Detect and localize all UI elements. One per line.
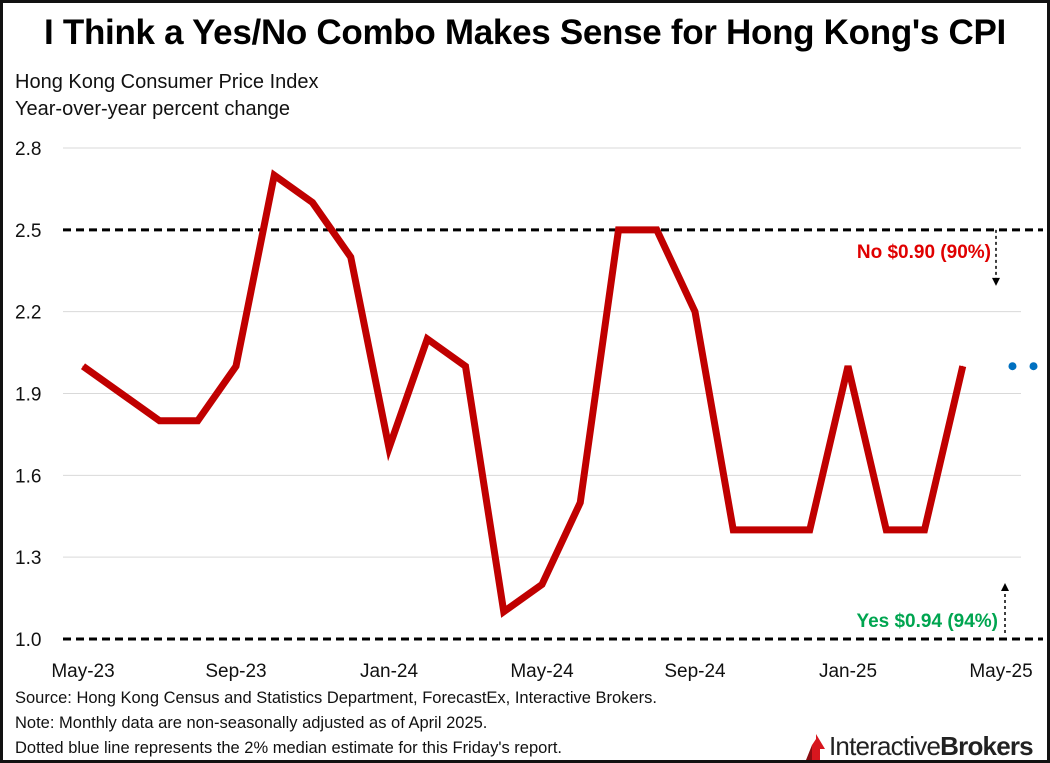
y-tick-label: 2.2 — [15, 303, 41, 324]
chart-subtitle: Hong Kong Consumer Price Index — [15, 71, 319, 93]
cpi-data-point — [388, 447, 390, 449]
cpi-data-point — [809, 529, 811, 531]
cpi-data-point — [732, 529, 734, 531]
cpi-data-point — [541, 583, 543, 585]
cpi-data-point — [426, 338, 428, 340]
y-tick-label: 2.5 — [15, 221, 41, 242]
x-tick-label: Jan-24 — [360, 661, 419, 682]
chart-title: I Think a Yes/No Combo Makes Sense for H… — [44, 13, 1006, 52]
y-tick-label: 2.8 — [15, 139, 41, 160]
x-tick-label: Jan-25 — [819, 661, 877, 682]
cpi-data-point — [694, 311, 696, 313]
estimate-point — [1008, 362, 1017, 371]
x-axis-ticks: May-23 Sep-23 Jan-24 May-24 Sep-24 Jan-25 May-… — [51, 661, 1032, 682]
cpi-data-point — [273, 174, 275, 176]
cpi-data-point — [579, 502, 581, 504]
cpi-data-point — [618, 229, 619, 231]
x-tick-label: May-25 — [969, 661, 1032, 682]
cpi-data-point — [771, 529, 772, 531]
thresholds: No $0.90 (90%) Yes $0.94 (94%) — [63, 228, 1043, 641]
yes-contract-label: Yes $0.94 (94%) — [856, 611, 998, 632]
x-tick-label: Sep-23 — [205, 661, 266, 682]
estimate-note: Dotted blue line represents the 2% media… — [15, 739, 562, 757]
cpi-data-point — [82, 365, 84, 367]
y-axis-ticks: 1.0 1.3 1.6 1.9 2.2 2.5 2.8 — [15, 139, 41, 651]
cpi-data-point — [503, 611, 505, 613]
y-tick-label: 1.6 — [15, 466, 41, 487]
cpi-data-point — [656, 229, 658, 231]
cpi-data-point — [159, 420, 160, 422]
ib-flag-logo-icon — [806, 733, 825, 760]
logo-text: InteractiveBrokers — [829, 731, 1034, 762]
data-note: Note: Monthly data are non-seasonally ad… — [15, 714, 488, 732]
logo-text-part2: Brokers — [940, 731, 1033, 761]
cpi-data-point — [312, 202, 313, 204]
cpi-data-point — [465, 365, 466, 367]
estimate-layer — [1008, 362, 1038, 371]
y-tick-label: 1.9 — [15, 385, 41, 406]
x-tick-label: Sep-24 — [664, 661, 726, 682]
cpi-series-line — [80, 169, 967, 618]
logo-text-part1: Interactive — [829, 731, 941, 761]
down-arrow-icon — [992, 277, 1000, 286]
cpi-data-point — [924, 529, 925, 531]
x-tick-label: May-23 — [51, 661, 114, 682]
line-chart: 1.0 1.3 1.6 1.9 2.2 2.5 2.8 May-23 Sep-23 Jan-24… — [15, 139, 1043, 682]
up-arrow-icon — [1001, 583, 1009, 591]
interactive-brokers-logo: InteractiveBrokers — [803, 731, 1034, 762]
cpi-data-point — [885, 529, 887, 531]
cpi-data-point — [197, 420, 199, 422]
x-tick-label: May-24 — [510, 661, 574, 682]
chart-units: Year-over-year percent change — [15, 98, 290, 120]
estimate-point — [1029, 362, 1038, 371]
cpi-data-point — [120, 393, 122, 394]
no-contract-label: No $0.90 (90%) — [857, 242, 991, 263]
series-layer — [80, 169, 967, 618]
cpi-data-point — [847, 365, 849, 367]
y-tick-label: 1.0 — [15, 630, 41, 651]
cpi-data-point — [962, 365, 964, 367]
gridlines — [63, 147, 1021, 558]
source-note: Source: Hong Kong Census and Statistics … — [15, 689, 657, 707]
cpi-data-point — [350, 256, 352, 258]
cpi-data-point — [235, 365, 237, 367]
y-tick-label: 1.3 — [15, 548, 41, 569]
